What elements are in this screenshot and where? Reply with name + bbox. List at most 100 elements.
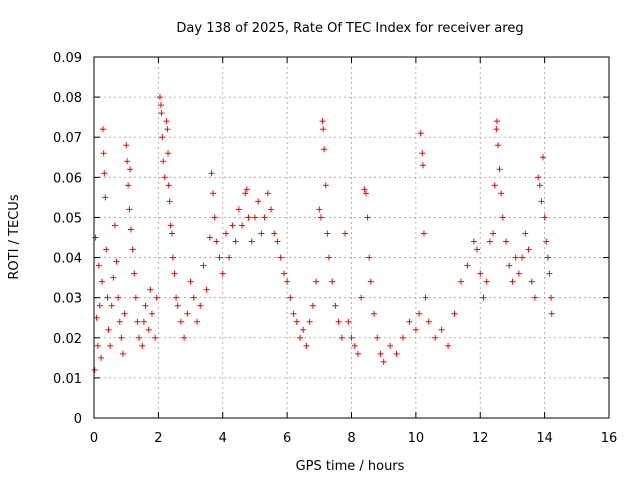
y-tick-label: 0.06 [53, 171, 82, 186]
data-point [268, 206, 275, 213]
data-point [100, 150, 107, 157]
data-point [354, 350, 361, 357]
data-point [477, 270, 484, 277]
data-point [338, 334, 345, 341]
data-point [422, 294, 429, 301]
y-tick-label: 0.05 [53, 211, 82, 226]
data-point [100, 126, 107, 133]
data-point [335, 318, 342, 325]
data-point [490, 230, 497, 237]
data-point [156, 94, 163, 101]
data-point [136, 334, 143, 341]
data-point [203, 286, 210, 293]
y-tick-label: 0.08 [53, 91, 82, 106]
data-point [297, 334, 303, 341]
data-point [374, 334, 381, 341]
data-point [132, 294, 139, 301]
data-point [219, 270, 226, 277]
data-point [124, 158, 131, 165]
data-point [168, 230, 175, 237]
data-point [145, 326, 152, 333]
data-point [153, 294, 160, 301]
data-point [274, 238, 281, 245]
x-tick-label: 0 [90, 431, 98, 446]
data-point [105, 326, 112, 333]
data-point [332, 302, 339, 309]
data-point [142, 302, 149, 309]
data-point [420, 230, 427, 237]
data-point [313, 278, 320, 285]
chart-title: Day 138 of 2025, Rate Of TEC Index for r… [176, 21, 523, 36]
data-point [412, 326, 419, 333]
data-point [486, 238, 493, 245]
data-point [280, 270, 287, 277]
data-point [470, 238, 477, 245]
data-point [358, 294, 365, 301]
y-tick-label: 0.03 [53, 292, 82, 307]
y-axis-label: ROTI / TECUs [7, 194, 22, 279]
data-point [377, 350, 384, 357]
data-point [419, 162, 426, 169]
data-point [104, 294, 111, 301]
data-point [108, 302, 115, 309]
data-point [387, 342, 394, 349]
data-point [320, 126, 327, 133]
data-point [208, 170, 215, 177]
data-point [91, 366, 98, 373]
data-point [197, 302, 204, 309]
grid-lines [94, 57, 609, 418]
data-point [128, 226, 135, 233]
data-point [480, 294, 487, 301]
data-point [540, 154, 547, 161]
data-point [548, 310, 555, 317]
data-point [119, 350, 126, 357]
data-point [94, 342, 101, 349]
y-tick-label: 0.07 [53, 131, 82, 146]
y-tick-label: 0 [74, 412, 82, 427]
data-point [393, 350, 400, 357]
data-point [406, 318, 413, 325]
data-point [306, 318, 313, 325]
data-point [536, 182, 543, 189]
data-point [169, 254, 176, 261]
y-tick-label: 0.04 [53, 252, 82, 267]
y-tick-label: 0.02 [53, 332, 82, 347]
data-point [416, 310, 423, 317]
data-point [512, 254, 519, 261]
data-point [134, 318, 141, 325]
data-point [528, 278, 535, 285]
data-point [173, 294, 180, 301]
data-point [342, 230, 349, 237]
data-point [317, 214, 324, 221]
data-point [245, 214, 252, 221]
data-point [129, 246, 136, 253]
data-point [345, 318, 352, 325]
data-point [158, 110, 165, 117]
data-point [127, 166, 134, 173]
data-point [361, 186, 368, 193]
data-point [506, 262, 513, 269]
data-point [206, 234, 213, 241]
data-point [118, 334, 125, 341]
x-tick-label: 6 [283, 431, 291, 446]
data-point [194, 318, 200, 325]
data-point [483, 278, 490, 285]
data-point [309, 302, 316, 309]
data-point [264, 190, 271, 197]
data-point [161, 174, 168, 181]
data-point [321, 146, 328, 153]
data-point [164, 126, 171, 133]
data-point [362, 190, 369, 197]
data-point [290, 310, 297, 317]
data-point [93, 314, 100, 321]
x-axis-label: GPS time / hours [296, 459, 405, 474]
data-point [400, 334, 406, 341]
data-point [157, 102, 164, 109]
data-point [293, 318, 300, 325]
x-tick-label: 16 [601, 431, 618, 446]
data-point [171, 270, 178, 277]
data-point [116, 318, 123, 325]
data-point [159, 134, 166, 141]
data-point [287, 294, 294, 301]
